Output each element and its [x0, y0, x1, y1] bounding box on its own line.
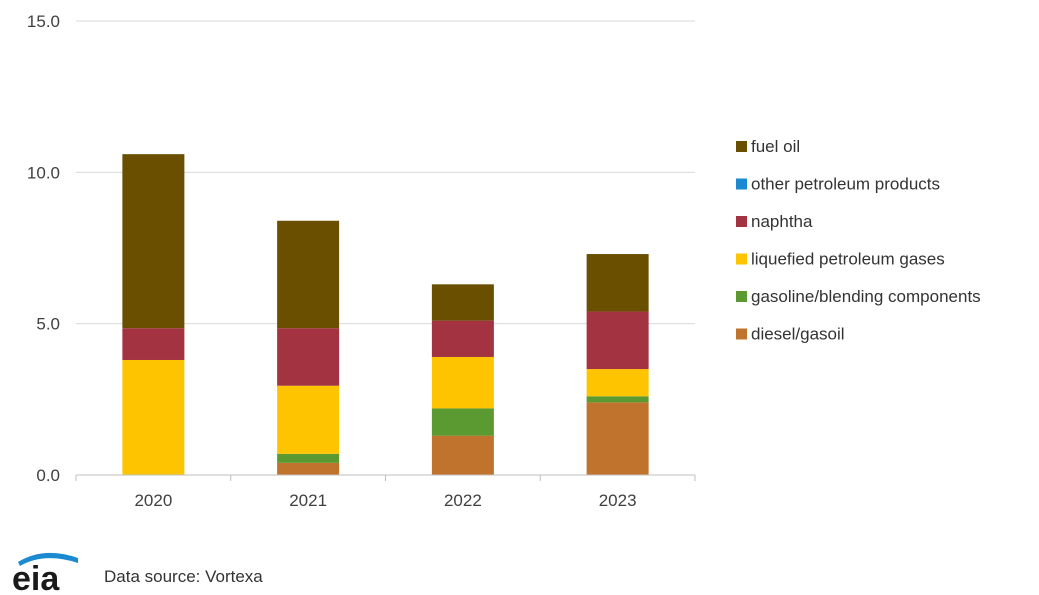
- eia-logo: eia: [12, 552, 78, 592]
- x-tick-label: 2020: [134, 491, 172, 510]
- legend: fuel oil other petroleum products naphtha l…: [736, 137, 981, 344]
- bar-diesel-gasoil-2021: [277, 462, 340, 475]
- chart: 0.0 5.0 10.0 15.0 2020 2021 2022 2023 fuel oil…: [27, 12, 981, 510]
- bar-liquefied-petroleum-gases-2020: [122, 359, 185, 475]
- legend-label: liquefied petroleum gases: [751, 250, 945, 269]
- bar-gasoline-blending-components-2023: [586, 396, 649, 403]
- legend-swatch: [736, 216, 747, 227]
- bar-gasoline-blending-components-2022: [431, 408, 494, 436]
- x-axis-tick-labels: 2020 2021 2022 2023: [134, 491, 636, 510]
- y-tick-label: 15.0: [27, 12, 60, 31]
- bar-liquefied-petroleum-gases-2023: [586, 369, 649, 397]
- x-tick-label: 2023: [599, 491, 637, 510]
- bar-naphtha-2021: [277, 328, 340, 386]
- footer: eia Data source: Vortexa: [8, 548, 263, 592]
- bar-diesel-gasoil-2023: [586, 402, 649, 475]
- x-tick-label: 2022: [444, 491, 482, 510]
- legend-label: naphtha: [751, 212, 813, 231]
- bar-gasoline-blending-components-2021: [277, 453, 340, 463]
- bar-naphtha-2020: [122, 328, 185, 360]
- bar-fuel-oil-2020: [122, 154, 185, 329]
- eia-logo-text: eia: [12, 560, 60, 592]
- bar-liquefied-petroleum-gases-2021: [277, 385, 340, 454]
- bar-liquefied-petroleum-gases-2022: [431, 356, 494, 409]
- legend-label: gasoline/blending components: [751, 287, 981, 306]
- data-source-note: Data source: Vortexa: [104, 567, 263, 586]
- y-tick-label: 10.0: [27, 163, 60, 182]
- legend-label: diesel/gasoil: [751, 325, 845, 344]
- legend-swatch: [736, 178, 747, 190]
- bar-naphtha-2022: [431, 320, 494, 357]
- legend-swatch: [736, 291, 747, 302]
- legend-swatch: [736, 328, 747, 340]
- legend-swatch: [736, 141, 747, 152]
- legend-swatch: [736, 253, 747, 265]
- y-tick-label: 0.0: [36, 466, 60, 485]
- y-tick-label: 5.0: [36, 315, 60, 334]
- bar-fuel-oil-2021: [277, 220, 340, 329]
- bar-fuel-oil-2022: [431, 284, 494, 321]
- bar-fuel-oil-2023: [586, 254, 649, 312]
- x-axis: [75, 474, 696, 481]
- legend-label: fuel oil: [751, 137, 800, 156]
- bars: [122, 154, 649, 475]
- legend-label: other petroleum products: [751, 175, 940, 194]
- bar-diesel-gasoil-2022: [431, 435, 494, 475]
- x-tick-label: 2021: [289, 491, 327, 510]
- bar-naphtha-2023: [586, 311, 649, 370]
- y-axis-tick-labels: 0.0 5.0 10.0 15.0: [27, 12, 60, 485]
